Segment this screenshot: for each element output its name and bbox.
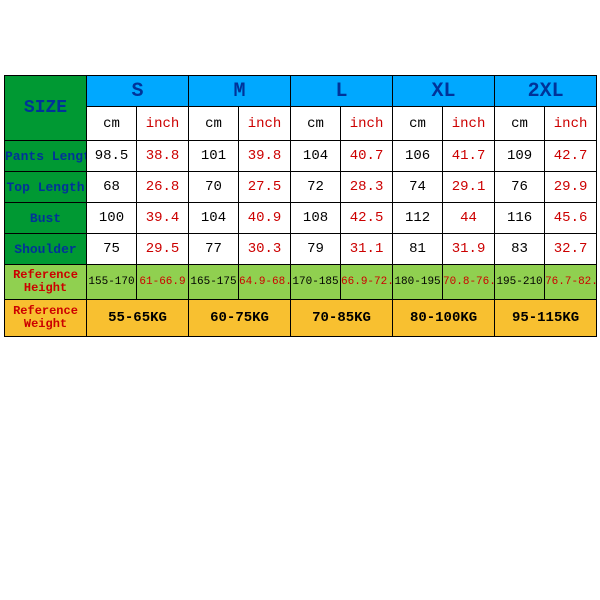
cell: 42.5 — [341, 203, 393, 234]
unit-inch: inch — [137, 107, 189, 141]
label-top-length: Top Length — [5, 172, 87, 203]
ref-weight-line2: Weight — [24, 317, 67, 331]
cell: 29.1 — [443, 172, 495, 203]
cell: 68 — [87, 172, 137, 203]
cell: 55-65KG — [87, 300, 189, 337]
cell: 38.8 — [137, 141, 189, 172]
cell: 77 — [189, 234, 239, 265]
size-chart-table: SIZE S M L XL 2XL cm inch cm inch cm inc… — [4, 75, 597, 337]
row-ref-weight: Reference Weight 55-65KG 60-75KG 70-85KG… — [5, 300, 597, 337]
size-label: SIZE — [5, 76, 87, 141]
row-pants-length: Pants Length 98.5 38.8 101 39.8 104 40.7… — [5, 141, 597, 172]
unit-inch: inch — [545, 107, 597, 141]
cell: 44 — [443, 203, 495, 234]
cell: 170-185 — [291, 265, 341, 300]
cell: 106 — [393, 141, 443, 172]
cell: 70.8-76.7 — [443, 265, 495, 300]
cell: 31.1 — [341, 234, 393, 265]
ref-height-line2: Height — [24, 281, 67, 295]
cell: 101 — [189, 141, 239, 172]
cell: 27.5 — [239, 172, 291, 203]
label-bust: Bust — [5, 203, 87, 234]
cell: 195-210 — [495, 265, 545, 300]
cell: 39.4 — [137, 203, 189, 234]
cell: 104 — [189, 203, 239, 234]
row-bust: Bust 100 39.4 104 40.9 108 42.5 112 44 1… — [5, 203, 597, 234]
unit-cm: cm — [291, 107, 341, 141]
size-L: L — [291, 76, 393, 107]
cell: 75 — [87, 234, 137, 265]
size-M: M — [189, 76, 291, 107]
cell: 29.5 — [137, 234, 189, 265]
unit-inch: inch — [239, 107, 291, 141]
size-2XL: 2XL — [495, 76, 597, 107]
label-pants-length: Pants Length — [5, 141, 87, 172]
cell: 64.9-68.9 — [239, 265, 291, 300]
size-header-row: SIZE S M L XL 2XL — [5, 76, 597, 107]
unit-cm: cm — [393, 107, 443, 141]
cell: 30.3 — [239, 234, 291, 265]
cell: 180-195 — [393, 265, 443, 300]
cell: 76 — [495, 172, 545, 203]
cell: 165-175 — [189, 265, 239, 300]
cell: 41.7 — [443, 141, 495, 172]
ref-weight-line1: Reference — [13, 304, 78, 318]
cell: 26.8 — [137, 172, 189, 203]
cell: 112 — [393, 203, 443, 234]
cell: 42.7 — [545, 141, 597, 172]
cell: 81 — [393, 234, 443, 265]
unit-cm: cm — [87, 107, 137, 141]
cell: 39.8 — [239, 141, 291, 172]
cell: 98.5 — [87, 141, 137, 172]
cell: 31.9 — [443, 234, 495, 265]
unit-row: cm inch cm inch cm inch cm inch cm inch — [5, 107, 597, 141]
cell: 70-85KG — [291, 300, 393, 337]
size-S: S — [87, 76, 189, 107]
cell: 79 — [291, 234, 341, 265]
cell: 29.9 — [545, 172, 597, 203]
cell: 109 — [495, 141, 545, 172]
cell: 32.7 — [545, 234, 597, 265]
label-ref-weight: Reference Weight — [5, 300, 87, 337]
size-XL: XL — [393, 76, 495, 107]
cell: 76.7-82.6 — [545, 265, 597, 300]
cell: 95-115KG — [495, 300, 597, 337]
label-shoulder: Shoulder — [5, 234, 87, 265]
cell: 104 — [291, 141, 341, 172]
cell: 28.3 — [341, 172, 393, 203]
cell: 40.9 — [239, 203, 291, 234]
unit-cm: cm — [495, 107, 545, 141]
cell: 40.7 — [341, 141, 393, 172]
ref-height-line1: Reference — [13, 268, 78, 282]
cell: 61-66.9 — [137, 265, 189, 300]
label-ref-height: Reference Height — [5, 265, 87, 300]
unit-inch: inch — [443, 107, 495, 141]
cell: 80-100KG — [393, 300, 495, 337]
cell: 100 — [87, 203, 137, 234]
row-top-length: Top Length 68 26.8 70 27.5 72 28.3 74 29… — [5, 172, 597, 203]
cell: 155-170 — [87, 265, 137, 300]
cell: 45.6 — [545, 203, 597, 234]
size-chart-container: SIZE S M L XL 2XL cm inch cm inch cm inc… — [0, 0, 600, 337]
cell: 66.9-72.8 — [341, 265, 393, 300]
cell: 108 — [291, 203, 341, 234]
unit-inch: inch — [341, 107, 393, 141]
row-ref-height: Reference Height 155-170 61-66.9 165-175… — [5, 265, 597, 300]
cell: 70 — [189, 172, 239, 203]
cell: 83 — [495, 234, 545, 265]
cell: 116 — [495, 203, 545, 234]
cell: 74 — [393, 172, 443, 203]
unit-cm: cm — [189, 107, 239, 141]
cell: 60-75KG — [189, 300, 291, 337]
row-shoulder: Shoulder 75 29.5 77 30.3 79 31.1 81 31.9… — [5, 234, 597, 265]
cell: 72 — [291, 172, 341, 203]
